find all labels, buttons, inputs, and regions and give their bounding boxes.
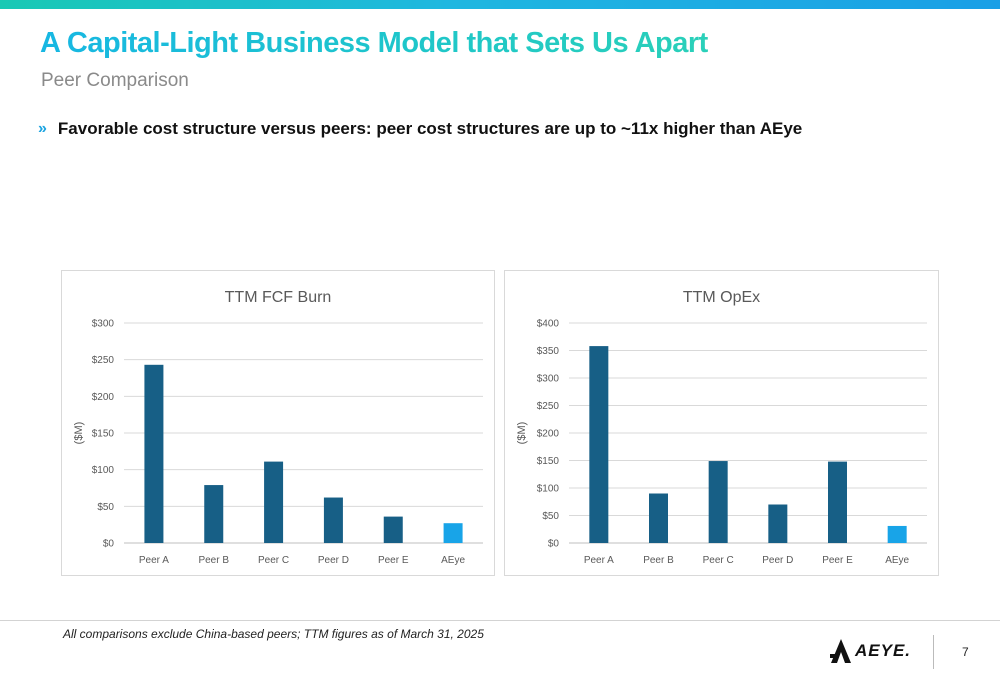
x-tick-label: AEye	[885, 555, 909, 566]
y-tick-label: $50	[542, 511, 559, 522]
chart-opex: TTM OpEx $0 $50 $100 $150 $200 $250 $300 $350 $40…	[504, 270, 939, 576]
aeye-logo-icon	[830, 639, 851, 663]
y-tick-label: $250	[92, 355, 115, 366]
bar-peer-d	[768, 504, 788, 543]
bar-peer-d	[323, 497, 343, 543]
key-point: » Favorable cost structure versus peers:…	[38, 119, 802, 139]
x-tick-label: Peer C	[258, 555, 289, 566]
chart-title: TTM FCF Burn	[225, 289, 332, 306]
bar-peer-b	[204, 485, 224, 543]
bar-aeye	[443, 523, 463, 543]
bullet-marker: »	[38, 120, 47, 137]
x-tick-label: Peer B	[643, 555, 674, 566]
top-accent-bar	[0, 0, 1000, 9]
logo-text: AEYE.	[855, 641, 912, 660]
y-tick-label: $100	[537, 484, 560, 495]
bar-peer-c	[708, 461, 728, 543]
y-tick-label: $50	[97, 502, 114, 513]
x-tick-label: Peer D	[762, 555, 793, 566]
x-tick-label: Peer E	[378, 555, 409, 566]
x-tick-label: Peer E	[822, 555, 853, 566]
bar-aeye	[887, 525, 907, 543]
y-tick-label: $400	[537, 319, 560, 330]
footer-divider	[0, 620, 1000, 621]
page-title: A Capital-Light Business Model that Sets…	[40, 27, 708, 59]
bar-peer-e	[828, 461, 847, 543]
y-tick-label: $0	[548, 539, 560, 550]
bar-peer-a	[144, 364, 164, 543]
x-tick-label: Peer B	[198, 555, 229, 566]
aeye-logo: AEYE.	[830, 636, 911, 666]
y-tick-label: $0	[103, 539, 115, 550]
chart-title: TTM OpEx	[683, 289, 760, 306]
x-tick-label: AEye	[441, 555, 465, 566]
y-tick-label: $300	[537, 374, 560, 385]
y-tick-label: $100	[92, 465, 115, 476]
page-subtitle: Peer Comparison	[41, 70, 189, 91]
bar-peer-c	[264, 461, 284, 543]
y-tick-label: $200	[92, 392, 115, 403]
footnote: All comparisons exclude China-based peer…	[63, 627, 484, 641]
y-axis-label: ($M)	[516, 422, 528, 445]
logo-divider	[933, 635, 934, 669]
y-axis-label: ($M)	[73, 422, 85, 445]
y-tick-label: $150	[92, 429, 115, 440]
bar-peer-a	[589, 346, 609, 543]
y-tick-label: $200	[537, 429, 560, 440]
key-point-text: Favorable cost structure versus peers: p…	[57, 119, 803, 138]
y-tick-label: $350	[537, 346, 560, 357]
y-tick-label: $150	[537, 456, 560, 467]
chart-opex-svg: TTM OpEx $0 $50 $100 $150 $200 $250 $300 $350 $40…	[516, 289, 927, 566]
chart-fcf-burn-svg: TTM FCF Burn $0 $50 $100 $150 $200 $250 $300 ($M…	[73, 289, 483, 566]
x-tick-label: Peer C	[703, 555, 734, 566]
x-tick-label: Peer A	[139, 555, 169, 566]
x-tick-label: Peer A	[584, 555, 614, 566]
bar-peer-b	[649, 493, 668, 543]
y-tick-label: $250	[537, 401, 560, 412]
page-number: 7	[962, 645, 969, 659]
bar-peer-e	[383, 516, 403, 543]
x-tick-label: Peer D	[318, 555, 349, 566]
chart-fcf-burn: TTM FCF Burn $0 $50 $100 $150 $200 $250 $300 ($M…	[61, 270, 495, 576]
y-tick-label: $300	[92, 319, 115, 330]
